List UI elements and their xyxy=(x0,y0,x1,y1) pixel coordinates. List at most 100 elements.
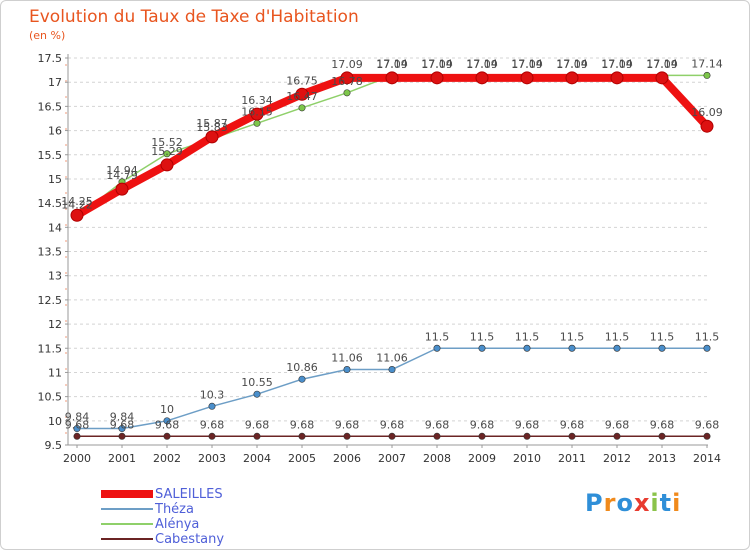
legend-label: Cabestany xyxy=(155,532,225,547)
y-tick-label: 16.5 xyxy=(38,100,63,113)
data-point-cabestany xyxy=(163,432,171,440)
data-point-theza xyxy=(118,425,126,433)
x-tick-label: 2011 xyxy=(558,452,586,465)
logo-letter: P xyxy=(585,489,604,517)
data-point-cabestany xyxy=(208,432,216,440)
data-point-saleilles xyxy=(250,107,264,121)
data-point-saleilles xyxy=(205,130,219,144)
data-label-theza: 9.84 xyxy=(110,411,135,424)
data-point-cabestany xyxy=(253,432,261,440)
x-tick-label: 2006 xyxy=(333,452,361,465)
data-label-theza: 11.5 xyxy=(605,330,630,343)
data-label-saleilles: 17.09 xyxy=(466,58,498,71)
data-label-alenya: 17.14 xyxy=(556,57,588,70)
x-tick-label: 2004 xyxy=(243,452,271,465)
data-point-cabestany xyxy=(568,432,576,440)
logo-letter: r xyxy=(603,489,617,517)
data-label-alenya: 16.78 xyxy=(331,75,363,88)
data-point-cabestany xyxy=(523,432,531,440)
data-label-alenya: 17.14 xyxy=(646,57,678,70)
data-point-cabestany xyxy=(298,432,306,440)
data-point-saleilles xyxy=(295,87,309,101)
data-point-theza xyxy=(343,366,351,374)
data-label-saleilles: 16.75 xyxy=(286,74,318,87)
legend-label: Alénya xyxy=(155,517,200,532)
data-point-theza xyxy=(478,344,486,352)
data-label-cabestany: 9.68 xyxy=(650,418,675,431)
data-label-theza: 11.5 xyxy=(560,330,585,343)
data-label-theza: 10.3 xyxy=(200,388,225,401)
data-label-cabestany: 9.68 xyxy=(425,418,450,431)
data-label-saleilles: 17.09 xyxy=(421,58,453,71)
legend: SALEILLES Théza Alénya Cabestany xyxy=(101,487,361,547)
data-label-cabestany: 9.68 xyxy=(110,418,135,431)
data-point-saleilles xyxy=(115,182,129,196)
data-point-cabestany xyxy=(388,432,396,440)
x-tick-label: 2009 xyxy=(468,452,496,465)
data-label-theza: 11.5 xyxy=(425,330,450,343)
data-label-theza: 10.86 xyxy=(286,361,318,374)
y-tick-label: 17.5 xyxy=(38,52,63,65)
data-label-saleilles: 17.09 xyxy=(601,58,633,71)
data-label-cabestany: 9.68 xyxy=(380,418,405,431)
data-label-saleilles: 17.09 xyxy=(511,58,543,71)
x-tick-label: 2010 xyxy=(513,452,541,465)
data-label-cabestany: 9.68 xyxy=(605,418,630,431)
y-tick-label: 9.5 xyxy=(45,439,63,452)
data-label-saleilles: 15.87 xyxy=(196,117,228,130)
legend-swatch xyxy=(101,508,153,510)
data-point-cabestany xyxy=(73,432,81,440)
x-tick-label: 2001 xyxy=(108,452,136,465)
x-tick-label: 2005 xyxy=(288,452,316,465)
legend-swatch xyxy=(101,523,153,525)
chart-title: Evolution du Taux de Taxe d'Habitation xyxy=(29,7,359,27)
legend-swatch xyxy=(101,490,153,498)
data-label-cabestany: 9.68 xyxy=(515,418,540,431)
data-label-theza: 11.06 xyxy=(331,352,363,365)
x-tick-label: 2002 xyxy=(153,452,181,465)
x-tick-label: 2014 xyxy=(693,452,721,465)
data-label-theza: 10.55 xyxy=(241,376,273,389)
data-label-alenya: 15.52 xyxy=(151,136,183,149)
data-label-theza: 11.5 xyxy=(695,330,720,343)
data-label-cabestany: 9.68 xyxy=(65,418,90,431)
data-label-alenya: 17.14 xyxy=(376,57,408,70)
data-label-saleilles: 17.09 xyxy=(331,58,363,71)
data-label-cabestany: 9.68 xyxy=(245,418,270,431)
data-point-alenya xyxy=(703,71,711,79)
data-label-alenya: 14.94 xyxy=(106,164,138,177)
proxiti-logo: Proxiti xyxy=(585,489,681,517)
y-tick-label: 15 xyxy=(48,173,62,186)
logo-letter: i xyxy=(672,489,682,517)
data-label-theza: 11.5 xyxy=(650,330,675,343)
legend-item: SALEILLES xyxy=(101,487,361,502)
data-label-cabestany: 9.68 xyxy=(200,418,225,431)
data-label-saleilles: 14.79 xyxy=(106,169,138,182)
y-tick-label: 11.5 xyxy=(38,342,63,355)
logo-letter: o xyxy=(616,489,634,517)
legend-label: SALEILLES xyxy=(155,487,223,502)
data-point-alenya xyxy=(163,150,171,158)
axes xyxy=(65,54,708,446)
data-label-theza: 11.06 xyxy=(376,352,408,365)
legend-label: Théza xyxy=(155,502,194,517)
data-point-theza xyxy=(208,402,216,410)
legend-item: Théza xyxy=(101,502,361,517)
data-point-cabestany xyxy=(658,432,666,440)
data-label-cabestany: 9.68 xyxy=(290,418,315,431)
data-point-theza xyxy=(658,344,666,352)
y-tick-label: 14 xyxy=(48,221,62,234)
x-tick-label: 2013 xyxy=(648,452,676,465)
y-tick-label: 14.5 xyxy=(38,197,63,210)
y-tick-label: 13.5 xyxy=(38,246,63,259)
data-label-cabestany: 9.68 xyxy=(695,418,720,431)
y-tick-label: 17 xyxy=(48,76,62,89)
data-label-cabestany: 9.68 xyxy=(335,418,360,431)
data-label-cabestany: 9.68 xyxy=(155,418,180,431)
y-tick-label: 10 xyxy=(48,415,62,428)
data-label-saleilles: 15.29 xyxy=(151,145,183,158)
data-label-saleilles: 17.09 xyxy=(556,58,588,71)
data-label-cabestany: 9.68 xyxy=(470,418,495,431)
data-point-cabestany xyxy=(613,432,621,440)
